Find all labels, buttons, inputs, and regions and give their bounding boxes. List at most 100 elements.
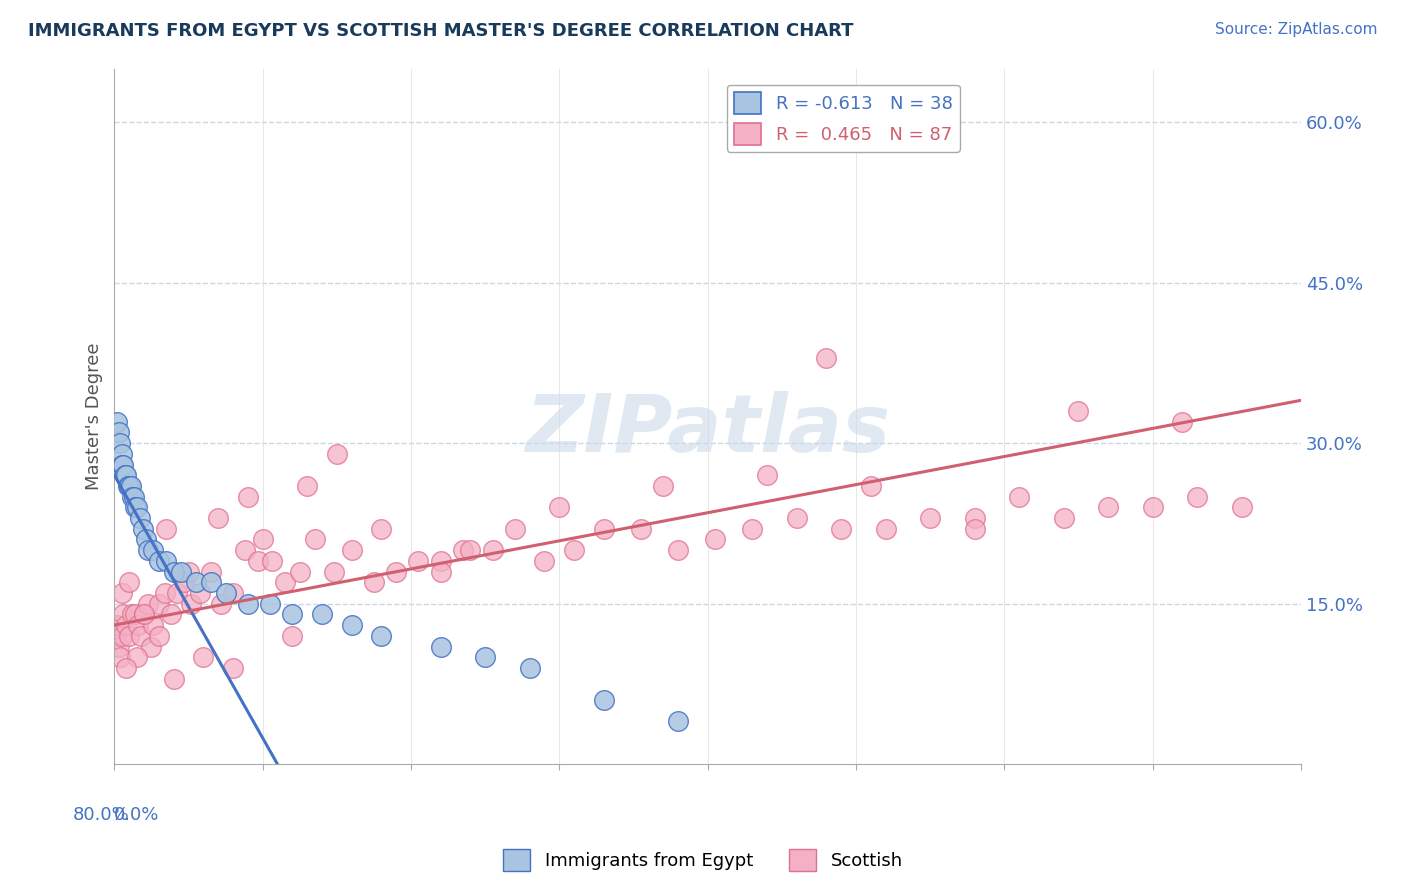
Point [429,565,451,579]
Point [562,543,585,558]
Y-axis label: Master's Degree: Master's Degree [86,343,103,490]
Point [124,500,146,515]
Point [122,490,145,504]
Point [815,351,838,365]
Point [108,640,131,654]
Point [252,533,274,547]
Text: 0.0%: 0.0% [114,806,160,824]
Point [115,618,138,632]
Point [155,554,177,568]
Point [630,522,652,536]
Point [548,500,571,515]
Point [830,522,852,536]
Point [163,672,186,686]
Point [138,543,160,558]
Point [370,629,392,643]
Point [281,607,304,622]
Text: Source: ZipAtlas.com: Source: ZipAtlas.com [1215,22,1378,37]
Point [963,522,986,536]
Point [1008,490,1031,504]
Point [460,543,482,558]
Point [429,554,451,568]
Point [209,597,232,611]
Point [111,458,134,472]
Point [1171,415,1194,429]
Point [340,618,363,632]
Point [118,575,141,590]
Point [875,522,897,536]
Point [236,597,259,611]
Point [920,511,942,525]
Point [141,640,163,654]
Point [385,565,408,579]
Point [1052,511,1074,525]
Point [311,607,333,622]
Point [236,490,259,504]
Point [128,511,150,525]
Point [180,597,202,611]
Point [370,522,392,536]
Point [177,565,200,579]
Point [259,597,281,611]
Point [134,533,156,547]
Point [963,511,986,525]
Point [170,565,193,579]
Point [200,575,222,590]
Point [105,618,128,632]
Point [1067,404,1090,418]
Point [592,522,614,536]
Point [222,586,245,600]
Point [207,511,229,525]
Point [214,586,236,600]
Point [166,586,188,600]
Point [153,586,176,600]
Point [592,693,614,707]
Point [115,661,138,675]
Point [159,607,181,622]
Point [666,714,689,729]
Point [132,607,155,622]
Point [104,629,127,643]
Point [190,586,212,600]
Text: ZIPatlas: ZIPatlas [524,392,890,469]
Point [124,607,146,622]
Point [138,597,160,611]
Point [117,479,139,493]
Point [652,479,675,493]
Point [118,479,141,493]
Point [233,543,256,558]
Point [163,565,186,579]
Point [1230,500,1253,515]
Point [304,533,326,547]
Point [260,554,283,568]
Point [105,415,128,429]
Point [125,500,148,515]
Text: IMMIGRANTS FROM EGYPT VS SCOTTISH MASTER'S DEGREE CORRELATION CHART: IMMIGRANTS FROM EGYPT VS SCOTTISH MASTER… [28,22,853,40]
Point [111,586,134,600]
Point [786,511,808,525]
Point [132,607,155,622]
Point [155,522,177,536]
Point [481,543,503,558]
Point [114,468,136,483]
Point [142,618,165,632]
Point [142,543,165,558]
Point [859,479,882,493]
Point [111,447,134,461]
Point [125,650,148,665]
Point [110,650,132,665]
Point [429,640,451,654]
Point [193,650,215,665]
Legend: Immigrants from Egypt, Scottish: Immigrants from Egypt, Scottish [496,842,910,879]
Point [340,543,363,558]
Point [741,522,763,536]
Point [503,522,526,536]
Point [131,522,153,536]
Point [121,607,143,622]
Point [288,565,311,579]
Point [322,565,344,579]
Point [129,629,152,643]
Point [704,533,727,547]
Point [326,447,349,461]
Point [533,554,555,568]
